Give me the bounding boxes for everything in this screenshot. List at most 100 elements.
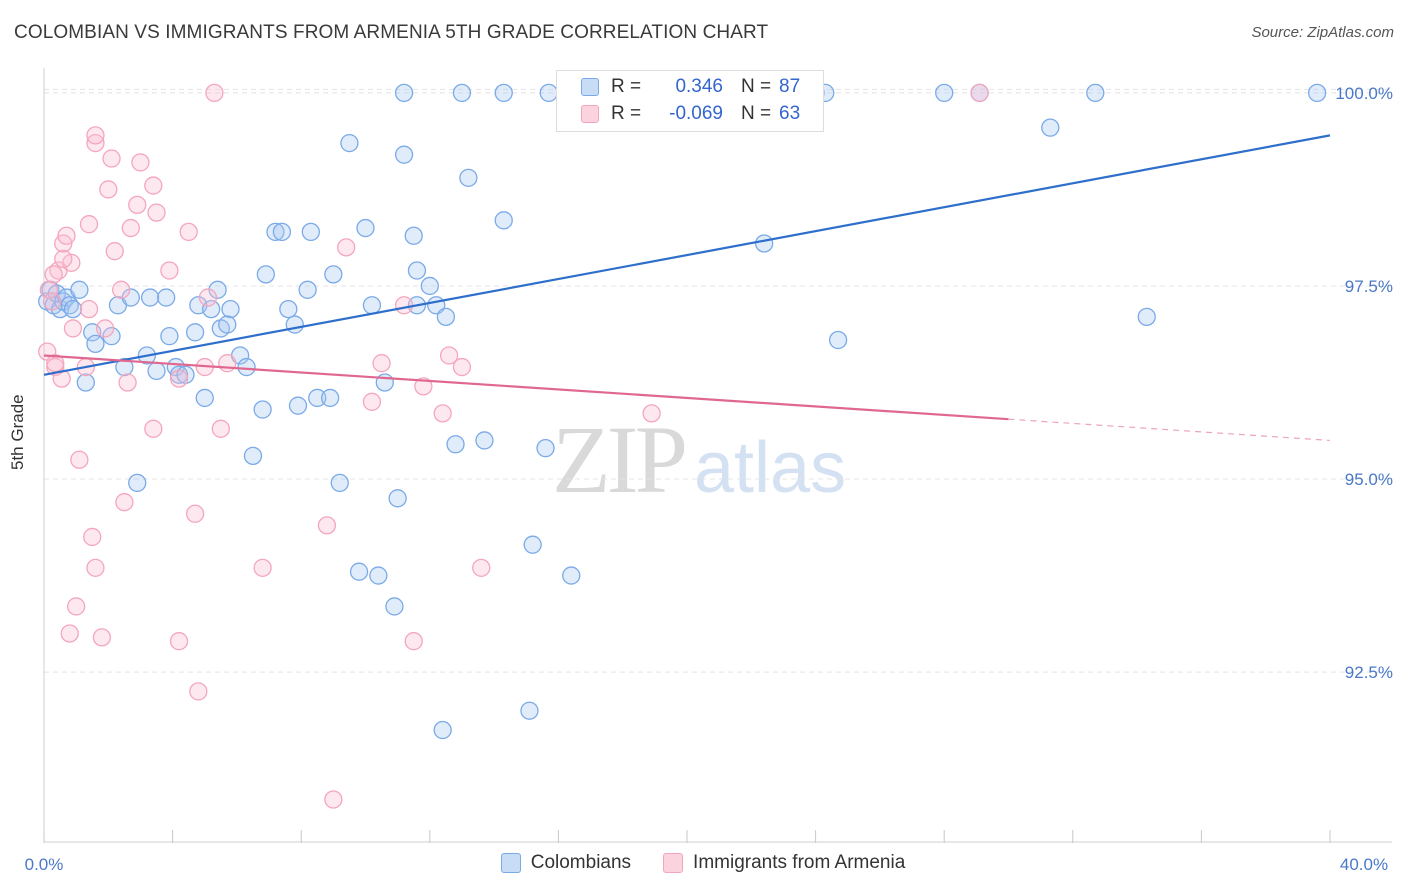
point-colombians: [221, 299, 240, 319]
point-armenia: [63, 319, 83, 338]
source-label: Source: ZipAtlas.com: [1251, 24, 1394, 41]
point-armenia: [337, 238, 356, 257]
point-armenia: [67, 597, 86, 616]
legend-swatch-colombians: [581, 78, 599, 96]
point-colombians: [279, 299, 298, 319]
point-colombians: [394, 83, 414, 103]
point-armenia: [102, 149, 121, 168]
point-armenia: [404, 632, 423, 651]
point-colombians: [407, 261, 427, 280]
legend-item-armenia[interactable]: Immigrants from Armenia: [663, 852, 905, 874]
point-colombians: [185, 323, 205, 342]
watermark-atlas: atlas: [694, 428, 847, 508]
point-colombians: [536, 438, 555, 458]
point-armenia: [452, 357, 472, 377]
point-armenia: [205, 83, 224, 103]
point-armenia: [121, 218, 140, 238]
point-armenia: [57, 226, 76, 245]
point-colombians: [1086, 83, 1105, 103]
point-armenia: [115, 493, 134, 512]
legend-label-colombians: Colombians: [530, 852, 632, 873]
point-armenia: [185, 504, 205, 523]
n-value: 63: [779, 103, 801, 124]
point-colombians: [520, 701, 539, 720]
point-colombians: [208, 280, 227, 299]
point-armenia: [253, 558, 272, 577]
point-armenia: [198, 288, 218, 307]
point-colombians: [202, 299, 221, 319]
point-colombians: [562, 566, 581, 585]
point-colombians: [140, 288, 160, 307]
point-colombians: [1137, 307, 1156, 327]
point-armenia: [218, 354, 237, 373]
legend-item-colombians[interactable]: Colombians: [500, 852, 632, 874]
point-armenia: [86, 133, 105, 153]
point-armenia: [44, 265, 63, 284]
point-colombians: [755, 234, 774, 253]
point-colombians: [147, 361, 166, 381]
point-armenia: [394, 296, 414, 315]
point-armenia: [83, 527, 102, 547]
point-colombians: [539, 83, 558, 103]
point-armenia: [324, 790, 343, 809]
point-colombians: [494, 211, 513, 230]
point-colombians: [494, 83, 513, 103]
point-colombians: [385, 597, 404, 616]
point-colombians: [243, 446, 263, 466]
point-colombians: [63, 299, 83, 319]
point-colombians: [935, 83, 954, 103]
point-colombians: [160, 327, 179, 346]
point-armenia: [970, 83, 989, 103]
point-armenia: [118, 373, 137, 392]
point-colombians: [475, 431, 494, 450]
point-colombians: [436, 307, 456, 327]
point-armenia: [179, 222, 198, 242]
legend-swatch-armenia: [581, 105, 599, 123]
point-armenia: [189, 682, 208, 701]
point-colombians: [256, 265, 275, 284]
point-colombians: [195, 388, 214, 408]
point-colombians: [523, 535, 542, 554]
point-colombians: [349, 562, 369, 581]
point-colombians: [330, 473, 349, 493]
point-colombians: [253, 400, 272, 419]
point-armenia: [472, 558, 491, 577]
point-colombians: [320, 388, 340, 408]
n-label: N =: [741, 103, 772, 124]
point-armenia: [642, 404, 661, 423]
x-tick-label-max: 40.0%: [1340, 855, 1388, 874]
point-armenia: [131, 153, 150, 172]
point-armenia: [144, 419, 163, 438]
point-colombians: [433, 720, 452, 740]
point-colombians: [169, 365, 189, 384]
point-armenia: [60, 624, 79, 643]
point-armenia: [211, 419, 230, 438]
point-armenia: [147, 203, 166, 222]
point-armenia: [79, 215, 99, 234]
y-tick-label: 95.0%: [1345, 470, 1393, 489]
point-armenia: [86, 126, 105, 145]
point-armenia: [79, 299, 99, 319]
point-colombians: [237, 357, 256, 377]
point-armenia: [433, 404, 452, 423]
point-colombians: [86, 334, 105, 354]
point-armenia: [144, 176, 163, 195]
point-colombians: [1307, 83, 1327, 103]
point-colombians: [301, 222, 320, 242]
stats-legend-row-colombians: R = 0.346 N = 87: [557, 74, 800, 100]
series-legend: Colombians Immigrants from Armenia: [0, 852, 1406, 874]
point-armenia: [52, 369, 71, 388]
point-colombians: [298, 280, 317, 299]
point-armenia: [169, 632, 189, 651]
point-colombians: [828, 330, 848, 350]
point-colombians: [128, 473, 147, 493]
x-tick-label-min: 0.0%: [25, 855, 64, 874]
chart-title: COLOMBIAN VS IMMIGRANTS FROM ARMENIA 5TH…: [14, 22, 769, 43]
y-tick-label: 100.0%: [1335, 84, 1393, 103]
stats-legend-row-armenia: R = -0.069 N = 63: [557, 101, 800, 127]
legend-swatch-colombians: [500, 853, 521, 873]
r-label: R =: [611, 103, 642, 124]
point-colombians: [266, 222, 285, 242]
point-armenia: [105, 242, 124, 261]
point-colombians: [394, 145, 414, 164]
